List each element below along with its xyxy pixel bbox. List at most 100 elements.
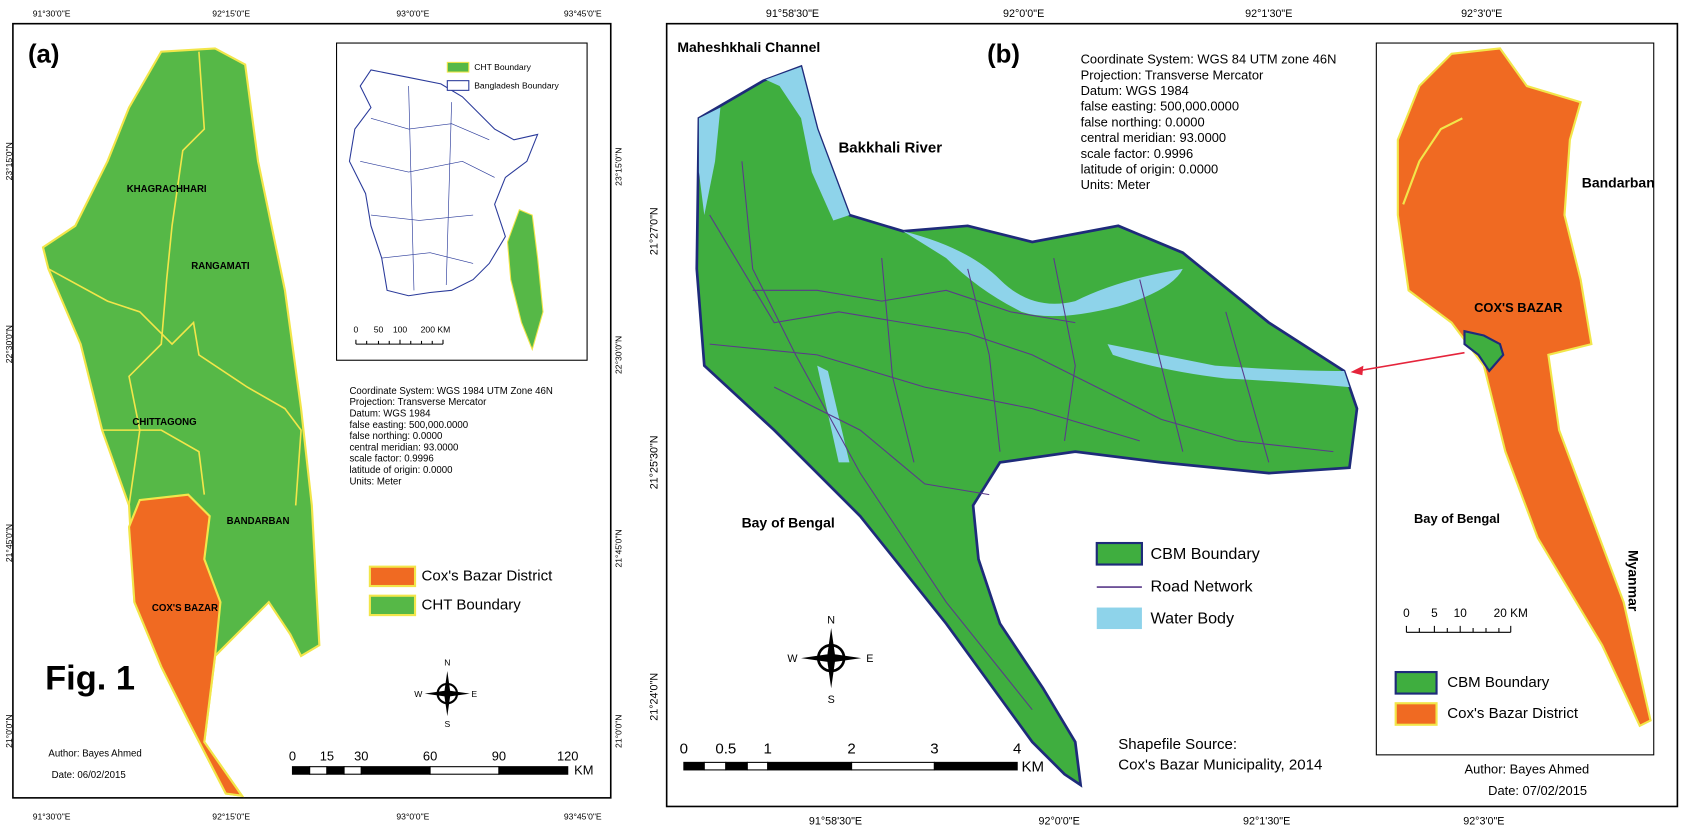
- scale-label: 2: [847, 740, 855, 757]
- scale-segment: [310, 767, 327, 775]
- projection-text: scale factor: 0.9996: [349, 454, 433, 465]
- legend-swatch: [1396, 703, 1437, 725]
- projection-text: latitude of origin: 0.0000: [349, 465, 452, 476]
- legend-label: CHT Boundary: [422, 596, 522, 613]
- place-label: Bakkhali River: [838, 139, 942, 156]
- compass-letter: S: [444, 719, 450, 729]
- scale-segment: [768, 762, 852, 770]
- legend-swatch: [447, 62, 469, 72]
- scale-label: 100: [393, 324, 408, 334]
- projection-text: Coordinate System: WGS 1984 UTM Zone 46N: [349, 386, 552, 397]
- graticule-label: 92°3'0"E: [1461, 8, 1502, 20]
- panel-label: (b): [987, 41, 1020, 69]
- place-label: Maheshkhali Channel: [677, 39, 820, 55]
- graticule-label: 91°30'0"E: [33, 811, 71, 821]
- date: Date: 06/02/2015: [52, 770, 126, 781]
- compass-letter: E: [471, 689, 477, 699]
- graticule-label: 92°15'0"E: [212, 811, 250, 821]
- graticule-label: 92°1'30"E: [1243, 815, 1290, 827]
- scale-label: 4: [1013, 740, 1021, 757]
- projection-text: Datum: WGS 1984: [1081, 83, 1189, 98]
- scale-segment: [292, 767, 309, 775]
- legend-swatch: [370, 596, 415, 615]
- scale-segment: [726, 762, 748, 770]
- graticule-label: 91°58'30"E: [809, 815, 862, 827]
- graticule-label: 21°0'0"N: [4, 714, 14, 747]
- graticule-label: 92°15'0"E: [212, 8, 250, 18]
- graticule-label: 22°30'0"N: [4, 325, 14, 363]
- author: Author: Bayes Ahmed: [1465, 761, 1590, 776]
- scale-label: 90: [492, 748, 506, 763]
- scale-segment: [747, 762, 767, 770]
- graticule-label: 93°45'0"E: [564, 8, 602, 18]
- graticule-label: 93°0'0"E: [396, 811, 429, 821]
- projection-text: Coordinate System: WGS 84 UTM zone 46N: [1081, 52, 1337, 67]
- legend-label: Bangladesh Boundary: [474, 80, 559, 90]
- projection-text: central meridian: 93.0000: [349, 442, 458, 453]
- scale-segment: [934, 762, 1017, 770]
- place-label: Bay of Bengal: [1414, 511, 1500, 526]
- scale-label: 0: [289, 748, 296, 763]
- projection-text: central meridian: 93.0000: [1081, 130, 1226, 145]
- scale-segment: [344, 767, 361, 775]
- scale-label: 20 KM: [1494, 606, 1528, 620]
- scale-label: 0: [680, 740, 688, 757]
- legend-swatch: [1396, 672, 1437, 694]
- legend-label: CBM Boundary: [1447, 674, 1550, 691]
- scale-segment: [361, 767, 430, 775]
- graticule-label: 22°30'0"N: [614, 336, 624, 374]
- graticule-label: 93°0'0"E: [396, 8, 429, 18]
- scale-unit: KM: [574, 762, 593, 777]
- source-text: Cox's Bazar Municipality, 2014: [1118, 757, 1322, 774]
- scale-label: 60: [423, 748, 437, 763]
- scale-segment: [852, 762, 935, 770]
- scale-segment: [704, 762, 726, 770]
- author: Author: Bayes Ahmed: [48, 748, 141, 759]
- graticule-label: 23°15'0"N: [4, 142, 14, 180]
- legend-label: CHT Boundary: [474, 62, 531, 72]
- legend-label: Water Body: [1151, 610, 1236, 628]
- graticule-label: 21°25'30"N: [649, 435, 661, 489]
- projection-text: Datum: WGS 1984: [349, 409, 431, 420]
- graticule-label: 21°0'0"N: [614, 714, 624, 747]
- scale-label: 30: [354, 748, 368, 763]
- place-label: COX'S BAZAR: [1474, 300, 1563, 315]
- scale-label: 3: [930, 740, 938, 757]
- legend-label: CBM Boundary: [1151, 545, 1261, 563]
- graticule-label: 92°1'30"E: [1245, 8, 1292, 20]
- panel-label: (a): [28, 41, 60, 69]
- projection-text: false northing: 0.0000: [1081, 114, 1205, 129]
- projection-text: false easting: 500,000.0000: [1081, 99, 1239, 114]
- projection-text: Projection: Transverse Mercator: [1081, 67, 1264, 82]
- projection-text: Units: Meter: [1081, 177, 1151, 192]
- graticule-label: 92°0'0"E: [1038, 815, 1079, 827]
- graticule-label: 21°27'0"N: [649, 207, 661, 255]
- legend-label: Road Network: [1151, 577, 1254, 595]
- scale-segment: [430, 767, 499, 775]
- graticule-label: 23°15'0"N: [614, 148, 624, 186]
- graticule-label: 91°58'30"E: [766, 8, 819, 20]
- source-text: Shapefile Source:: [1118, 736, 1237, 753]
- graticule-label: 92°0'0"E: [1003, 8, 1044, 20]
- place-label: Myanmar: [1626, 550, 1642, 612]
- date: Date: 07/02/2015: [1488, 783, 1587, 798]
- page: { "panel_a": { "label": "(a)", "top_tick…: [0, 0, 1686, 828]
- region-label: BANDARBAN: [227, 516, 290, 527]
- scale-label: 0: [1403, 606, 1410, 620]
- scale-label: 120: [557, 748, 579, 763]
- legend-label: Cox's Bazar District: [422, 567, 554, 584]
- region-label: COX'S BAZAR: [152, 603, 218, 614]
- legend-swatch: [1097, 608, 1142, 630]
- legend-label: Cox's Bazar District: [1447, 705, 1579, 722]
- graticule-label: 92°3'0"E: [1463, 815, 1504, 827]
- scale-bar-a: [292, 767, 567, 775]
- legend-swatch: [1097, 543, 1142, 565]
- region-label: KHAGRACHHARI: [127, 184, 207, 195]
- figure: (a) 91°30'0"E 92°15'0"E 93°0'0"E 93°45'0"E 91…: [0, 0, 1686, 828]
- scale-label: 1: [764, 740, 772, 757]
- scale-unit: KM: [1021, 759, 1044, 776]
- compass-letter: S: [828, 694, 835, 706]
- compass-letter: W: [414, 689, 423, 699]
- region-label: CHITTAGONG: [132, 417, 196, 428]
- scale-label: 10: [1454, 606, 1468, 620]
